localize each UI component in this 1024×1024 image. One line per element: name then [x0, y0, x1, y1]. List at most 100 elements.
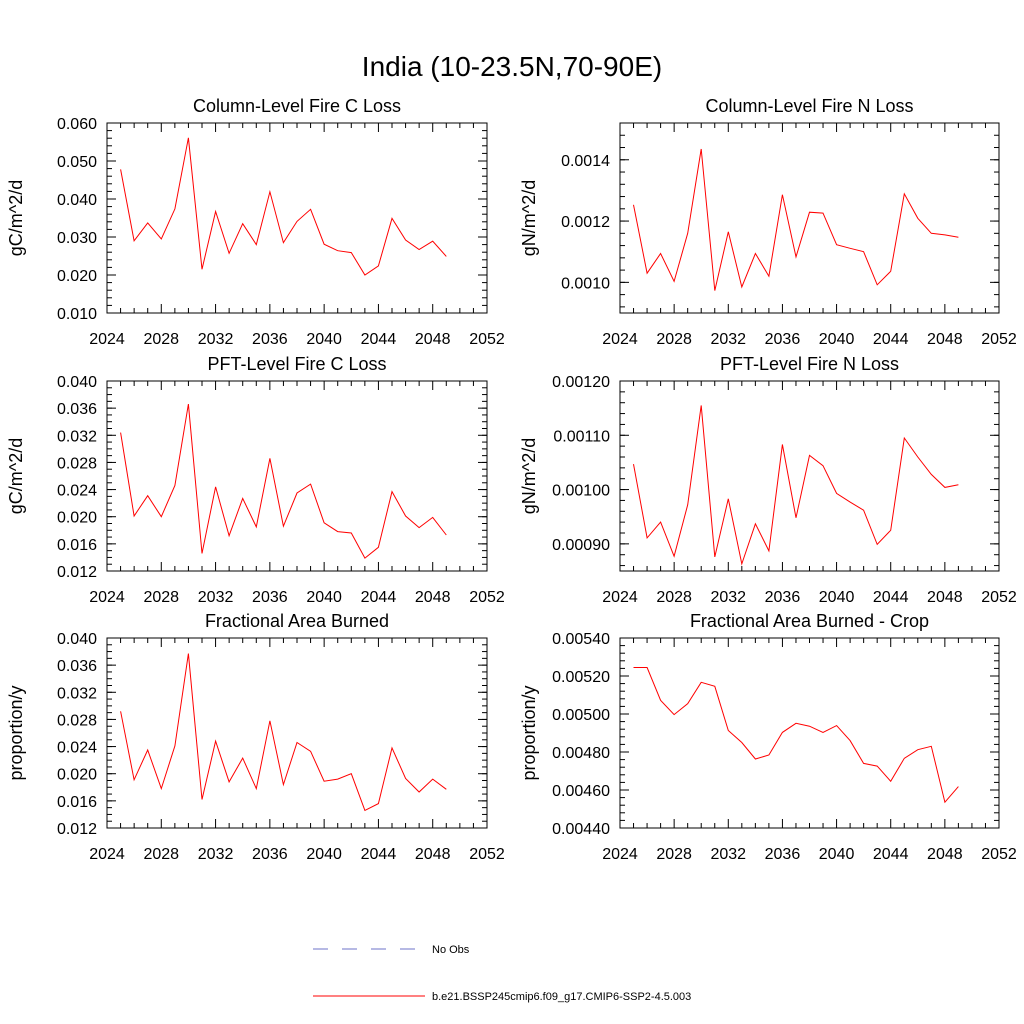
y-tick-label: 0.060: [57, 116, 97, 133]
chart-panel: Fractional Area Burned proportion/y 2024 20…: [6, 611, 505, 863]
y-tick-label: 0.010: [57, 306, 97, 323]
x-tick-label: 2040: [306, 589, 342, 606]
series-line: [633, 148, 959, 291]
panel-title: Column-Level Fire N Loss: [705, 96, 913, 116]
chart-panel: PFT-Level Fire N Loss gN/m^2/d 2024 2028 203…: [519, 354, 1017, 606]
plot-frame: [106, 637, 488, 829]
x-tick-label: 2048: [927, 589, 963, 606]
panel-title: Column-Level Fire C Loss: [193, 96, 401, 116]
x-tick-label: 2028: [143, 331, 179, 348]
x-tick-label: 2028: [143, 846, 179, 863]
plot-frame: [106, 380, 488, 572]
x-tick-label: 2048: [927, 331, 963, 348]
x-tick-label: 2052: [469, 589, 505, 606]
y-axis-label: gN/m^2/d: [519, 438, 539, 514]
x-tick-label: 2024: [89, 331, 125, 348]
panel-title: PFT-Level Fire C Loss: [207, 354, 386, 374]
series-line: [120, 404, 447, 559]
plot-frame: [619, 122, 1000, 314]
y-tick-label: 0.040: [57, 374, 97, 391]
y-tick-label: 0.024: [57, 740, 97, 757]
x-tick-label: 2040: [819, 331, 855, 348]
series-line: [120, 653, 447, 812]
y-tick-label: 0.020: [57, 510, 97, 527]
y-axis-label: proportion/y: [6, 685, 26, 780]
x-tick-label: 2036: [765, 589, 801, 606]
x-tick-label: 2048: [927, 846, 963, 863]
x-tick-label: 2032: [710, 589, 746, 606]
series-line: [633, 667, 959, 804]
y-axis-label: gC/m^2/d: [6, 438, 26, 514]
x-tick-label: 2024: [602, 846, 638, 863]
x-tick-label: 2032: [198, 589, 234, 606]
y-tick-label: 0.024: [57, 483, 97, 500]
y-tick-label: 0.016: [57, 794, 97, 811]
x-tick-label: 2048: [415, 589, 451, 606]
y-tick-label: 0.00460: [552, 783, 610, 800]
y-tick-label: 0.00540: [552, 631, 610, 648]
x-tick-label: 2024: [89, 589, 125, 606]
y-tick-label: 0.016: [57, 537, 97, 554]
x-tick-label: 2028: [656, 589, 692, 606]
x-tick-label: 2032: [710, 846, 746, 863]
x-tick-label: 2024: [602, 589, 638, 606]
y-axis-label: gC/m^2/d: [6, 180, 26, 256]
y-tick-label: 0.00110: [553, 428, 610, 445]
y-tick-label: 0.020: [57, 268, 97, 285]
panel-title: Fractional Area Burned - Crop: [690, 611, 929, 631]
y-tick-label: 0.036: [57, 401, 97, 418]
x-tick-label: 2044: [361, 846, 397, 863]
x-tick-label: 2028: [656, 331, 692, 348]
y-tick-label: 0.020: [57, 767, 97, 784]
y-tick-label: 0.0014: [561, 153, 610, 170]
y-tick-label: 0.0012: [561, 214, 610, 231]
y-axis-label: proportion/y: [519, 685, 539, 780]
panel-title: PFT-Level Fire N Loss: [720, 354, 899, 374]
chart-panel: Fractional Area Burned - Crop proportion/…: [519, 611, 1017, 863]
x-tick-label: 2032: [198, 331, 234, 348]
x-tick-label: 2040: [819, 589, 855, 606]
chart-panel: Column-Level Fire C Loss gC/m^2/d 2024 2028…: [6, 96, 505, 348]
legend-no-obs-label: No Obs: [432, 944, 470, 956]
y-tick-label: 0.032: [57, 685, 97, 702]
plot-frame: [619, 637, 1000, 829]
panel-grid: Column-Level Fire C Loss gC/m^2/d 2024 2028…: [6, 96, 1017, 863]
y-tick-label: 0.00520: [552, 669, 610, 686]
y-tick-label: 0.012: [57, 564, 97, 581]
legend-model-label: b.e21.BSSP245cmip6.f09_g17.CMIP6-SSP2-4.…: [432, 991, 691, 1003]
x-tick-label: 2044: [361, 589, 397, 606]
series-line: [120, 137, 447, 276]
plot-frame: [106, 122, 488, 314]
plot-frame: [619, 380, 1000, 572]
x-tick-label: 2024: [89, 846, 125, 863]
x-tick-label: 2040: [306, 846, 342, 863]
x-tick-label: 2052: [981, 589, 1017, 606]
x-tick-label: 2036: [252, 589, 288, 606]
panel-title: Fractional Area Burned: [205, 611, 389, 631]
figure-title: India (10-23.5N,70-90E): [362, 51, 662, 82]
chart-panel: Column-Level Fire N Loss gN/m^2/d 2024 2028…: [519, 96, 1017, 348]
y-tick-label: 0.00100: [552, 483, 610, 500]
x-tick-label: 2036: [252, 331, 288, 348]
y-axis-label: gN/m^2/d: [519, 180, 539, 256]
legend: No Obs b.e21.BSSP245cmip6.f09_g17.CMIP6-…: [313, 944, 691, 1003]
x-tick-label: 2044: [873, 846, 909, 863]
x-tick-label: 2052: [469, 331, 505, 348]
x-tick-label: 2052: [981, 331, 1017, 348]
x-tick-label: 2036: [765, 331, 801, 348]
x-tick-label: 2052: [981, 846, 1017, 863]
x-tick-label: 2052: [469, 846, 505, 863]
x-tick-label: 2048: [415, 846, 451, 863]
y-tick-label: 0.00120: [552, 374, 610, 391]
y-tick-label: 0.0010: [561, 275, 610, 292]
y-tick-label: 0.032: [57, 428, 97, 445]
y-tick-label: 0.00090: [552, 537, 610, 554]
series-line: [633, 405, 959, 566]
x-tick-label: 2040: [819, 846, 855, 863]
y-tick-label: 0.00500: [552, 707, 610, 724]
x-tick-label: 2032: [710, 331, 746, 348]
x-tick-label: 2028: [656, 846, 692, 863]
y-tick-label: 0.00480: [552, 745, 610, 762]
